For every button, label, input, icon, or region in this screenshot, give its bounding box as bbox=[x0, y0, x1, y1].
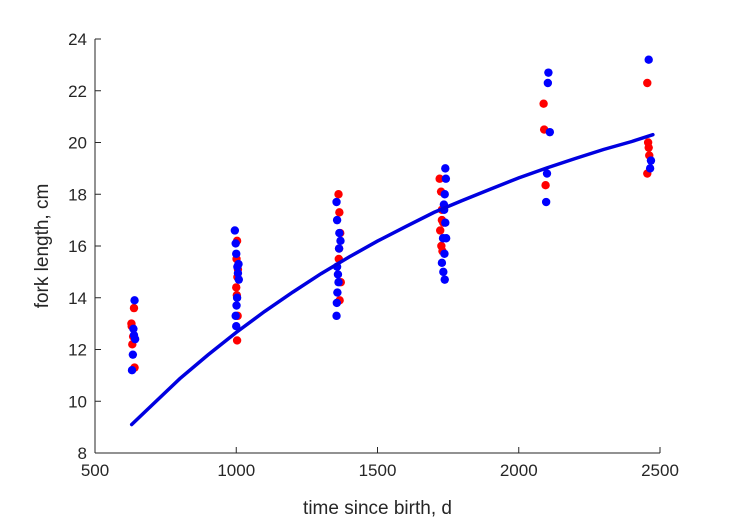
y-tick-label: 18 bbox=[68, 185, 87, 204]
x-tick-label: 2000 bbox=[500, 461, 538, 480]
data-point bbox=[334, 190, 343, 199]
data-point bbox=[233, 268, 243, 278]
data-point bbox=[435, 174, 444, 183]
data-point bbox=[335, 228, 344, 238]
fit-curve-line bbox=[129, 132, 655, 427]
data-point bbox=[335, 208, 344, 217]
data-point bbox=[644, 143, 653, 152]
data-point bbox=[232, 336, 242, 345]
y-tick-label: 8 bbox=[78, 444, 87, 463]
data-point bbox=[129, 324, 138, 333]
data-point bbox=[232, 249, 241, 258]
data-point bbox=[441, 164, 450, 173]
data-point bbox=[333, 270, 343, 279]
data-point bbox=[234, 275, 243, 284]
data-point bbox=[543, 78, 553, 88]
plot-area: 500 1000 1500 2000 2500 8 10 12 14 16 18 20 22 24 bbox=[68, 30, 679, 480]
data-point bbox=[545, 127, 555, 137]
data-point bbox=[232, 322, 241, 331]
data-point bbox=[541, 180, 550, 190]
data-point bbox=[440, 275, 449, 284]
data-point bbox=[441, 218, 450, 227]
data-point bbox=[334, 278, 343, 287]
data-point bbox=[440, 249, 449, 258]
data-point bbox=[438, 234, 448, 243]
data-point bbox=[440, 190, 449, 199]
data-point bbox=[539, 99, 548, 108]
data-point bbox=[333, 288, 342, 297]
x-axis-ticks: 500 1000 1500 2000 2500 bbox=[81, 447, 679, 480]
data-point bbox=[231, 311, 240, 321]
y-axis-label: fork length, cm bbox=[32, 184, 53, 309]
data-point bbox=[644, 55, 653, 64]
red-series-points bbox=[127, 78, 654, 372]
y-tick-label: 20 bbox=[68, 134, 87, 153]
x-tick-label: 500 bbox=[81, 461, 109, 480]
data-point bbox=[541, 197, 551, 207]
y-tick-label: 22 bbox=[68, 82, 87, 101]
data-point bbox=[436, 226, 445, 235]
x-tick-label: 2500 bbox=[641, 461, 679, 480]
data-point bbox=[332, 215, 342, 225]
data-point bbox=[645, 164, 655, 173]
data-point bbox=[542, 169, 552, 178]
y-tick-label: 24 bbox=[68, 30, 87, 49]
data-point bbox=[232, 283, 241, 292]
data-point bbox=[232, 293, 242, 302]
data-point bbox=[234, 259, 243, 269]
data-point bbox=[646, 156, 656, 165]
data-point bbox=[332, 311, 341, 321]
x-tick-label: 1500 bbox=[359, 461, 397, 480]
y-tick-label: 12 bbox=[68, 341, 87, 360]
data-point bbox=[332, 298, 342, 308]
data-point bbox=[128, 350, 138, 359]
data-point bbox=[437, 258, 447, 268]
data-point bbox=[441, 174, 451, 183]
data-point bbox=[130, 334, 140, 344]
data-point bbox=[334, 244, 344, 253]
data-point bbox=[544, 68, 553, 77]
data-point bbox=[232, 301, 241, 310]
blue-series-points bbox=[127, 55, 656, 375]
data-point bbox=[439, 267, 448, 277]
y-axis-ticks: 8 10 12 14 16 18 20 22 24 bbox=[68, 30, 101, 463]
x-axis-label: time since birth, d bbox=[303, 498, 452, 519]
y-tick-label: 10 bbox=[68, 392, 87, 411]
y-tick-label: 16 bbox=[68, 237, 87, 256]
data-point bbox=[643, 78, 652, 88]
data-point bbox=[230, 226, 240, 235]
data-point bbox=[332, 197, 341, 207]
data-point bbox=[127, 366, 137, 375]
data-point bbox=[231, 239, 240, 248]
data-point bbox=[129, 303, 139, 313]
x-tick-label: 1000 bbox=[217, 461, 255, 480]
data-point bbox=[336, 236, 345, 246]
y-tick-label: 14 bbox=[68, 289, 87, 308]
data-point bbox=[130, 296, 139, 305]
